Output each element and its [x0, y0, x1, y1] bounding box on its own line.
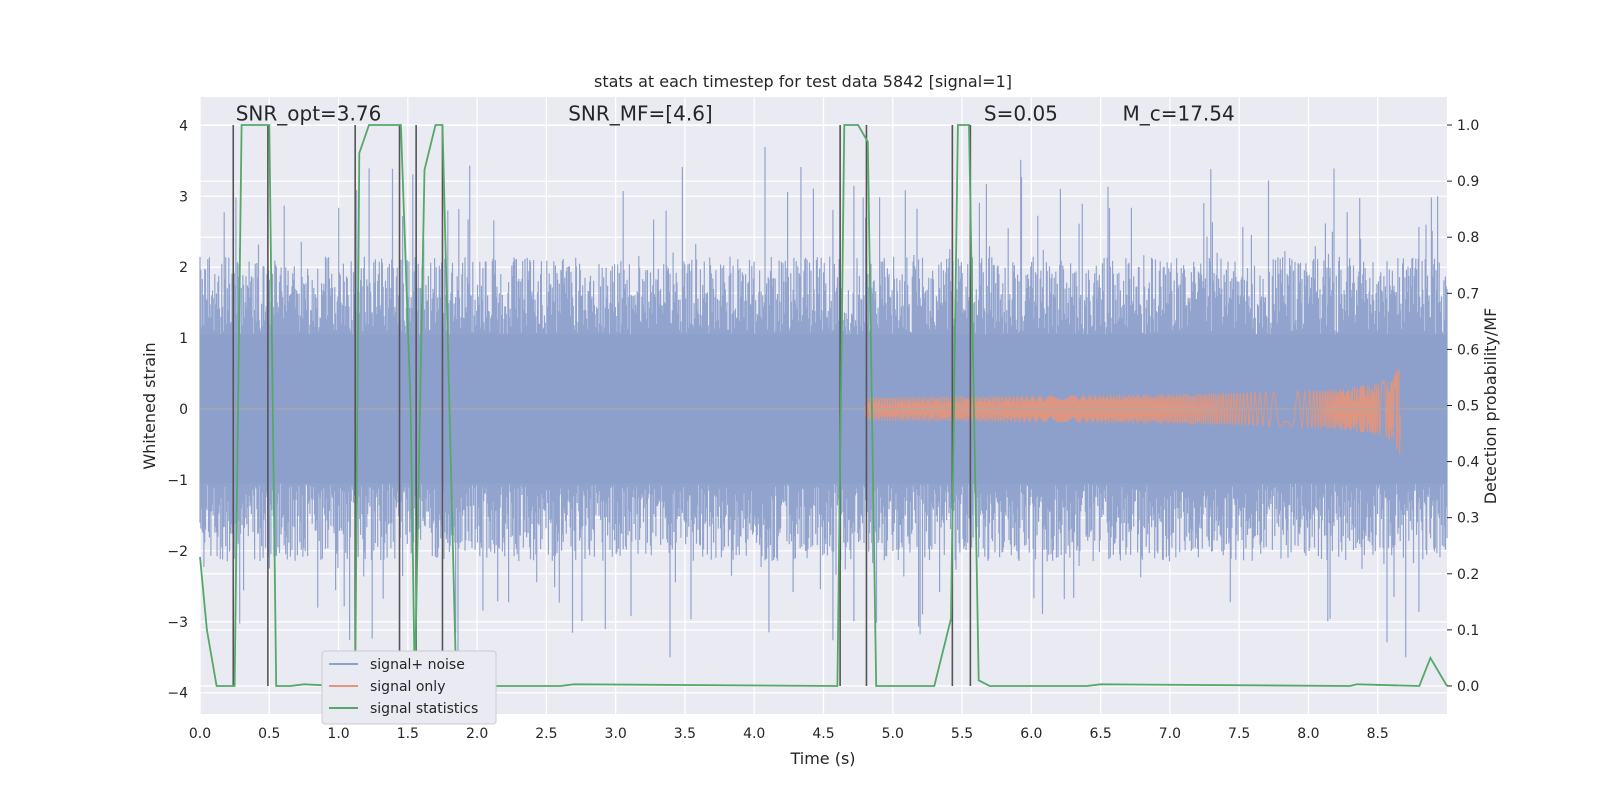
y-tick-label: 1	[179, 331, 188, 347]
y2-axis-ticks: 0.0 0.1 0.2 0.3 0.4 0.5 0.6 0.7 0.8 0.9 1.0	[1447, 118, 1479, 695]
x-axis-label: Time (s)	[789, 749, 855, 768]
y-tick-label: −4	[167, 686, 188, 702]
x-tick-label: 4.5	[812, 726, 834, 742]
y2-tick-label: 0.6	[1457, 342, 1479, 358]
y-tick-label: 0	[179, 402, 188, 418]
y2-tick-label: 0.1	[1457, 623, 1479, 639]
x-tick-label: 3.5	[674, 726, 696, 742]
annotation-text: SNR_opt=3.76	[236, 101, 382, 125]
y2-tick-label: 0.2	[1457, 567, 1479, 583]
legend-label: signal statistics	[370, 701, 478, 717]
y-tick-label: 4	[179, 118, 188, 134]
y2-tick-label: 0.7	[1457, 286, 1479, 302]
x-tick-label: 5.0	[882, 726, 904, 742]
y-tick-label: −1	[167, 473, 188, 489]
x-tick-label: 4.0	[743, 726, 765, 742]
y2-tick-label: 0.3	[1457, 511, 1479, 527]
y-axis-ticks: −4 −3 −2 −1 0 1 2 3 4	[167, 118, 188, 701]
x-tick-label: 0.5	[258, 726, 280, 742]
legend-label: signal+ noise	[370, 657, 465, 673]
x-tick-label: 8.0	[1297, 726, 1319, 742]
x-tick-label: 8.5	[1367, 726, 1389, 742]
annotation-text: S=0.05	[984, 101, 1058, 125]
x-tick-label: 7.0	[1159, 726, 1181, 742]
legend-label: signal only	[370, 679, 445, 695]
x-tick-label: 1.0	[327, 726, 349, 742]
y-axis-label: Whitened strain	[140, 342, 159, 469]
legend: signal+ noise signal only signal statistic…	[321, 650, 497, 725]
y-tick-label: −2	[167, 544, 188, 560]
annotations: SNR_opt=3.76 SNR_MF=[4.6] S=0.05 M_c=17.54	[236, 101, 1235, 125]
y2-tick-label: 0.4	[1457, 455, 1479, 471]
legend-box	[321, 650, 497, 725]
x-tick-label: 1.5	[397, 726, 419, 742]
x-tick-label: 6.0	[1020, 726, 1042, 742]
y2-tick-label: 1.0	[1457, 118, 1479, 134]
x-tick-label: 6.5	[1089, 726, 1111, 742]
y-tick-label: −3	[167, 615, 188, 631]
y2-tick-label: 0.0	[1457, 679, 1479, 695]
x-tick-label: 2.5	[535, 726, 557, 742]
y2-tick-label: 0.8	[1457, 230, 1479, 246]
x-axis-ticks: 0.0 0.5 1.0 1.5 2.0 2.5 3.0 3.5 4.0 4.5 5.0 5.5 6.0 6…	[189, 726, 1389, 742]
chart-title: stats at each timestep for test data 584…	[594, 72, 1012, 91]
x-tick-label: 3.0	[605, 726, 627, 742]
y2-axis-label: Detection probability/MF	[1481, 308, 1500, 505]
x-tick-label: 2.0	[466, 726, 488, 742]
x-tick-label: 0.0	[189, 726, 211, 742]
y2-tick-label: 0.9	[1457, 174, 1479, 190]
y-tick-label: 3	[179, 189, 188, 205]
annotation-text: SNR_MF=[4.6]	[568, 101, 712, 125]
x-tick-label: 7.5	[1228, 726, 1250, 742]
annotation-text: M_c=17.54	[1122, 101, 1234, 125]
y-tick-label: 2	[179, 260, 188, 276]
y2-tick-label: 0.5	[1457, 399, 1479, 415]
x-tick-label: 5.5	[951, 726, 973, 742]
